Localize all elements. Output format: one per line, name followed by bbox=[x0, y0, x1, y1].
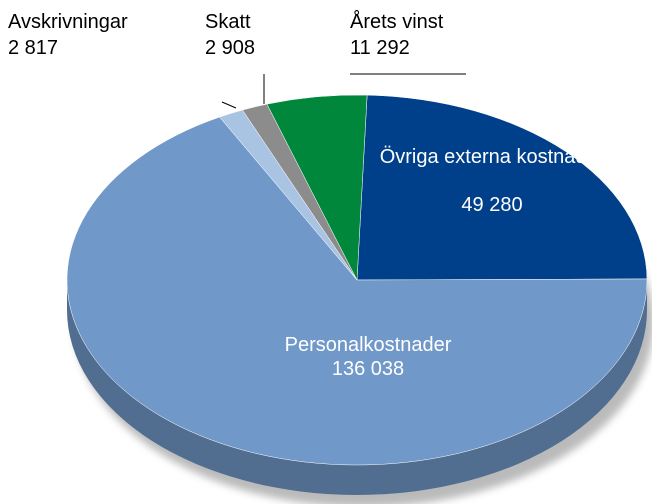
pie-sides bbox=[67, 280, 647, 495]
value-label: 11 292 bbox=[350, 37, 410, 59]
category-label: Skatt bbox=[205, 11, 251, 33]
pie-tops bbox=[66, 94, 648, 466]
slice-side bbox=[67, 280, 647, 495]
category-label: Övriga externa kostnader bbox=[379, 146, 605, 168]
value-label: 2 817 bbox=[8, 37, 59, 59]
slice bbox=[266, 94, 368, 281]
value-label: 136 038 bbox=[331, 358, 405, 380]
category-label: Årets vinst bbox=[350, 11, 444, 33]
category-label: Personalkostnader bbox=[284, 334, 452, 356]
category-label: Avskrivningar bbox=[8, 11, 128, 33]
value-label: 49 280 bbox=[461, 194, 523, 216]
slice bbox=[356, 94, 648, 281]
leader-line bbox=[221, 101, 237, 109]
value-label: 2 908 bbox=[205, 37, 256, 59]
slice bbox=[66, 116, 648, 466]
